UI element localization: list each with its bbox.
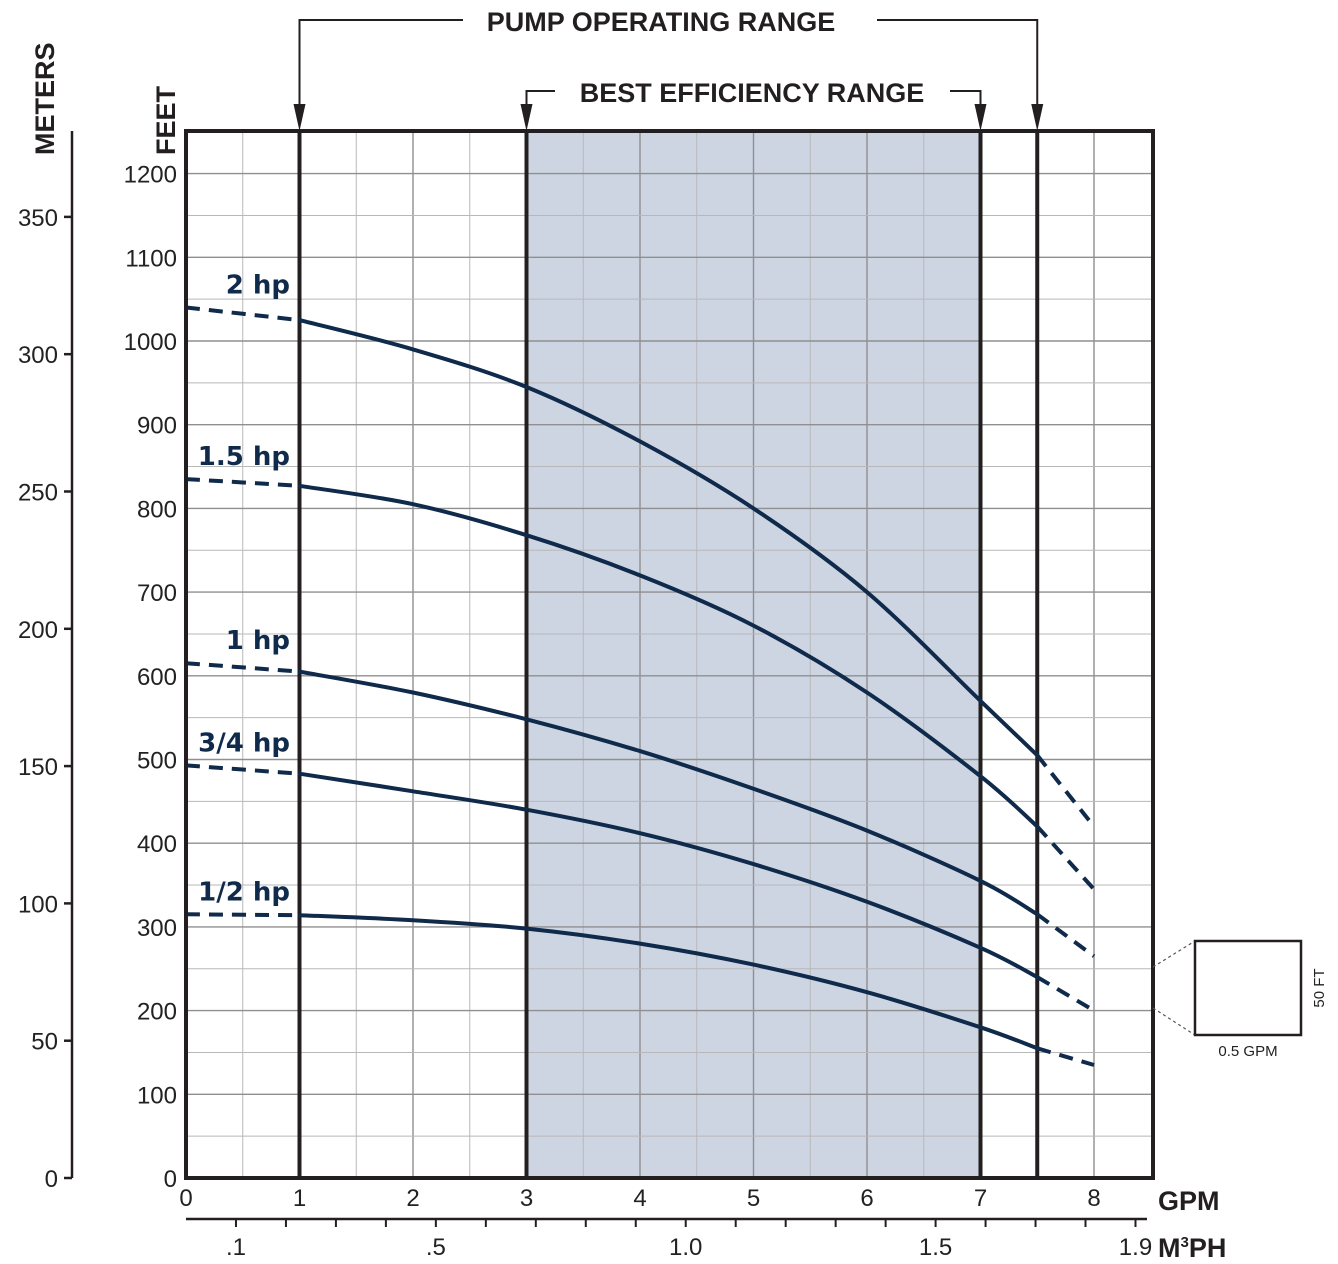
meters-tick-label: 350 (18, 205, 58, 232)
x-tick-label: 8 (1087, 1185, 1100, 1212)
curve-1-solid (297, 483, 1040, 829)
y-tick-label: 900 (137, 413, 177, 440)
m3ph-tick-label: .5 (426, 1234, 446, 1261)
range-arrowhead (1031, 104, 1044, 131)
axes: 0100200300400500600700800900100011001200… (18, 42, 1226, 1263)
meters-tick-label: 200 (18, 617, 58, 644)
curve-1-dashed-end (1035, 825, 1096, 891)
curve-3-dashed-end (1036, 975, 1096, 1013)
y-tick-label: 1100 (125, 245, 177, 272)
x-tick-label: 3 (520, 1185, 533, 1212)
y-tick-label: 1000 (124, 329, 177, 356)
x-tick-label: 7 (974, 1185, 987, 1212)
x-tick-label: 5 (747, 1185, 760, 1212)
plot-frame (184, 129, 1155, 1180)
curve-0-dashed-end (1035, 754, 1096, 828)
range-arrowhead (974, 104, 987, 131)
meters-tick-label: 0 (45, 1166, 58, 1193)
x-tick-label: 2 (406, 1185, 419, 1212)
curve-label: 2 hp (226, 271, 290, 301)
curve-label: 3/4 hp (198, 728, 290, 758)
y-tick-label: 800 (137, 496, 177, 523)
operating-range-bracket-right (877, 19, 1039, 104)
meters-tick-label: 250 (18, 479, 58, 506)
curve-label: 1/2 hp (198, 877, 290, 907)
pump-curves (185, 305, 1096, 1067)
curve-labels: 2 hp 1.5 hp 1 hp 3/4 hp 1/2 hp (198, 271, 290, 908)
y-tick-label: 500 (137, 748, 177, 775)
y-tick-label: 600 (137, 664, 177, 691)
curve-label: 1.5 hp (198, 442, 290, 472)
feet-axis-label: FEET (151, 85, 181, 155)
grid (186, 131, 1153, 1178)
meters-tick-label: 150 (18, 754, 58, 781)
m3ph-tick-label: 1.0 (669, 1234, 702, 1261)
curve-4-dashed-start (185, 912, 300, 918)
curve-3-dashed-start (185, 763, 300, 776)
range-arrowhead (293, 104, 306, 131)
meters-tick-label: 300 (18, 342, 58, 369)
y-tick-label: 400 (137, 831, 177, 858)
meters-tick-label: 50 (31, 1029, 58, 1056)
curve-4-solid (297, 913, 1040, 1051)
plot-border (184, 129, 1155, 1180)
y-tick-label: 0 (164, 1166, 177, 1193)
scale-legend-box: 0.5 GPM 50 FT (1152, 939, 1328, 1060)
scale-box (1193, 939, 1303, 1037)
curve-1-dashed-start (185, 477, 300, 488)
efficiency-range-bracket-left (525, 90, 555, 106)
range-lines (297, 131, 1040, 1178)
meters-tick-label: 100 (18, 891, 58, 918)
curve-0-solid (297, 318, 1040, 758)
scale-connector-bottom (1152, 1007, 1196, 1036)
y-tick-label: 300 (137, 915, 177, 942)
efficiency-range-bracket-right (950, 90, 982, 106)
efficiency-range-label: BEST EFFICIENCY RANGE (580, 78, 925, 108)
y-tick-label: 200 (137, 999, 177, 1026)
meters-axis-label: METERS (30, 42, 60, 155)
curve-label: 1 hp (226, 626, 290, 656)
range-callouts: PUMP OPERATING RANGE BEST EFFICIENCY RANG… (293, 7, 1044, 131)
operating-range-bracket-left (298, 19, 463, 104)
curve-3-solid (297, 771, 1040, 980)
curve-2-dashed-end (1036, 912, 1096, 958)
m3ph-tick-label: 1.5 (919, 1234, 952, 1261)
range-arrowhead (520, 104, 533, 131)
x-axis-label: GPM (1158, 1186, 1220, 1216)
y-tick-label: 700 (137, 580, 177, 607)
curve-4-dashed-end (1036, 1046, 1095, 1067)
operating-range-label: PUMP OPERATING RANGE (487, 7, 836, 37)
scale-width-label: 0.5 GPM (1218, 1043, 1277, 1060)
x-tick-label: 0 (179, 1185, 192, 1212)
y-tick-label: 100 (137, 1082, 177, 1109)
m3ph-tick-label: .1 (226, 1234, 246, 1261)
curve-2-solid (297, 669, 1040, 917)
scale-connector-top (1152, 940, 1196, 968)
curve-2-dashed-start (185, 661, 300, 674)
scale-height-label: 50 FT (1311, 968, 1328, 1007)
m3ph-axis-label: M3PH (1158, 1233, 1226, 1263)
x-tick-label: 1 (293, 1185, 306, 1212)
curve-0-dashed-start (185, 305, 300, 323)
m3ph-tick-label: 1.9 (1119, 1234, 1152, 1261)
y-tick-label: 1200 (124, 162, 177, 189)
x-tick-label: 4 (633, 1185, 646, 1212)
x-tick-label: 6 (860, 1185, 873, 1212)
